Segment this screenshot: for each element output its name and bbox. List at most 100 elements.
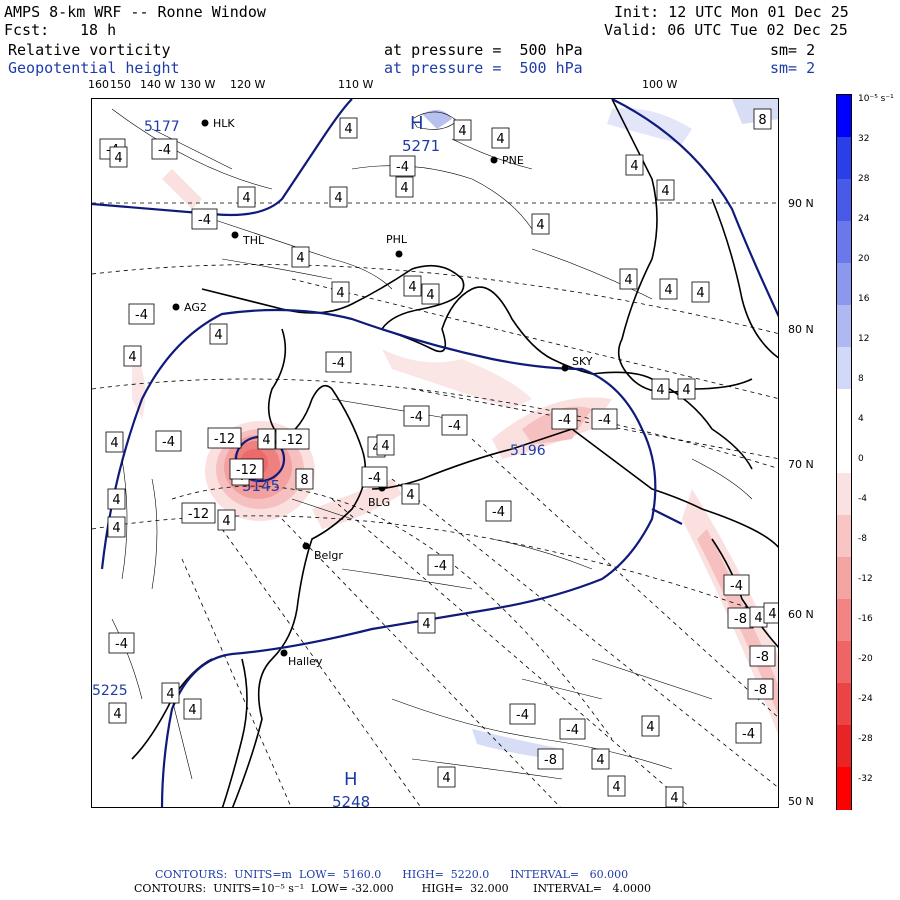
- height-contour-info: CONTOURS: UNITS=m LOW= 5160.0 HIGH= 5220…: [155, 868, 629, 881]
- lon-label: 120 W: [230, 78, 266, 91]
- contour-value-text: -4: [598, 413, 611, 428]
- station-label: BLG: [368, 496, 390, 509]
- contour-value-text: 4: [426, 288, 434, 303]
- lat-label: 70 N: [788, 458, 814, 471]
- colorbar-tick: -28: [858, 734, 873, 744]
- contour-value-text: -12: [188, 507, 209, 522]
- contour-value-label: 4: [329, 186, 348, 208]
- contour-value-label: -4: [509, 703, 536, 725]
- contour-value-label: -12: [181, 502, 216, 524]
- contour-value-text: 4: [166, 687, 174, 702]
- contour-value-label: 4: [659, 278, 678, 300]
- contour-value-text: 4: [128, 350, 136, 365]
- colorbar-segment: [837, 683, 851, 726]
- colorbar-tick: -20: [858, 654, 873, 664]
- contour-value-label: 4: [656, 179, 675, 201]
- contour-value-text: 4: [496, 132, 504, 147]
- colorbar-segment: [837, 95, 851, 138]
- field1-name: Relative vorticity: [8, 41, 171, 59]
- contour-value-label: 4: [641, 715, 660, 737]
- contour-value-text: 4: [372, 441, 380, 456]
- contour-value-label: -4: [441, 414, 468, 436]
- contour-value-label: 8: [753, 108, 772, 130]
- contour-value-label: -12: [229, 458, 264, 480]
- colorbar-tick: 0: [858, 454, 864, 464]
- lat-label: 60 N: [788, 608, 814, 621]
- contour-value-label: 4: [677, 378, 696, 400]
- contour-value-text: 4: [442, 771, 450, 786]
- colorbar-segment: [837, 431, 851, 474]
- contour-labels: -44-4-44444-444444444-4-444-44-4-4-444-4…: [99, 108, 778, 807]
- contour-value-text: 4: [112, 493, 120, 508]
- high-marker: H: [410, 113, 424, 134]
- contour-value-text: -4: [558, 413, 571, 428]
- contour-value-text: 4: [188, 703, 196, 718]
- high-marker: H: [344, 769, 358, 790]
- contour-value-label: 4: [331, 281, 350, 303]
- map-panel: H 5271 H 5248 5145 5196 5177 5225 HLK PN…: [91, 98, 779, 808]
- station-label: SKY: [572, 355, 593, 368]
- contour-value-text: 4: [458, 124, 466, 139]
- contour-value-label: 4: [691, 281, 710, 303]
- vorticity-contours: [111, 108, 753, 780]
- contour-value-label: -4: [591, 408, 618, 430]
- colorbar: [836, 94, 852, 810]
- contour-value-label: -4: [551, 408, 578, 430]
- contour-value-label: 4: [417, 612, 436, 634]
- contour-value-label: 4: [107, 488, 126, 510]
- contour-value-label: 4: [763, 602, 778, 624]
- lat-label: 80 N: [788, 323, 814, 336]
- station-label: AG2: [184, 301, 207, 314]
- contour-value-text: 4: [696, 286, 704, 301]
- contour-value-text: 4: [661, 184, 669, 199]
- contour-value-label: -4: [151, 138, 178, 160]
- contour-value-text: 4: [624, 273, 632, 288]
- contour-value-text: 4: [664, 283, 672, 298]
- contour-value-label: 8: [295, 468, 314, 490]
- station-label: Belgr: [314, 549, 343, 562]
- colorbar-unit: 10⁻⁵ s⁻¹: [858, 94, 894, 104]
- colorbar-tick: -32: [858, 774, 873, 784]
- contour-value-label: -8: [747, 678, 774, 700]
- contour-value-label: 4: [625, 154, 644, 176]
- contour-value-text: 4: [381, 439, 389, 454]
- contour-value-text: 4: [113, 707, 121, 722]
- contour-value-text: 4: [754, 611, 762, 626]
- contour-value-label: 4: [339, 117, 358, 139]
- height-contour-label: 5177: [144, 119, 180, 135]
- contour-value-label: 4: [237, 186, 256, 208]
- contour-value-label: 4: [403, 275, 422, 297]
- contour-value-text: -12: [282, 433, 303, 448]
- contour-value-label: -4: [191, 208, 218, 230]
- forecast-hour: 18 h: [80, 21, 117, 39]
- contour-value-text: 4: [656, 383, 664, 398]
- colorbar-tick: -8: [858, 534, 867, 544]
- contour-value-label: -4: [325, 351, 352, 373]
- contour-value-text: -8: [734, 612, 747, 627]
- forecast-label: Fcst:: [4, 21, 50, 39]
- contour-value-text: -4: [448, 419, 461, 434]
- contour-value-label: -4: [403, 405, 430, 427]
- contour-value-label: -4: [108, 632, 135, 654]
- high-value: 5248: [332, 793, 370, 808]
- contour-value-text: 4: [296, 251, 304, 266]
- contour-value-text: 4: [536, 218, 544, 233]
- contour-value-text: -4: [566, 723, 579, 738]
- contour-value-label: 4: [107, 516, 126, 538]
- contour-value-text: -4: [162, 435, 175, 450]
- contour-value-text: 4: [646, 720, 654, 735]
- contour-value-text: -4: [332, 356, 345, 371]
- contour-value-text: 8: [300, 473, 308, 488]
- contour-value-label: 4: [108, 702, 127, 724]
- colorbar-tick: 20: [858, 254, 870, 264]
- contour-value-text: -4: [135, 308, 148, 323]
- contour-value-label: -4: [427, 554, 454, 576]
- contour-value-text: 4: [408, 280, 416, 295]
- contour-value-text: 4: [612, 780, 620, 795]
- contour-value-text: -8: [544, 753, 557, 768]
- contour-value-label: 4: [209, 323, 228, 345]
- colorbar-tick: 4: [858, 414, 864, 424]
- lon-label: 100 W: [642, 78, 678, 91]
- contour-value-label: -4: [735, 722, 762, 744]
- colorbar-segment: [837, 263, 851, 306]
